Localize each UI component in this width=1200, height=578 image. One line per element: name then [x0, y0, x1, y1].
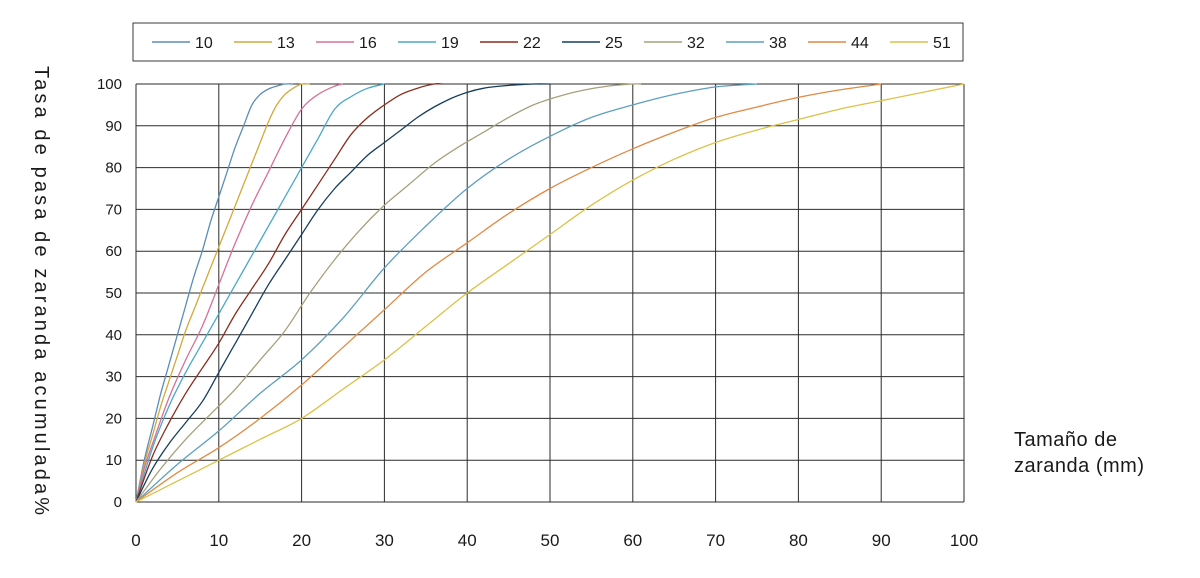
y-tick-label: 50: [105, 285, 122, 302]
x-axis-ticks: 0 10 20 30 40 50 60 70 80 90 100: [131, 531, 978, 550]
y-tick-label: 0: [114, 494, 122, 511]
legend-label-51: 51: [933, 35, 951, 52]
x-tick-label: 0: [131, 531, 140, 550]
legend-label-44: 44: [851, 35, 869, 52]
legend-label-38: 38: [769, 35, 787, 52]
series-line-19: [135, 83, 385, 503]
series-line-38: [135, 83, 758, 503]
legend-label-32: 32: [687, 35, 705, 52]
x-tick-label: 60: [623, 531, 642, 550]
x-tick-label: 30: [375, 531, 394, 550]
y-tick-label: 100: [97, 76, 122, 93]
y-tick-label: 90: [105, 118, 122, 135]
x-tick-label: 20: [292, 531, 311, 550]
x-axis-label-line-1: Tamaño de: [1014, 429, 1117, 451]
series-line-25: [135, 83, 551, 503]
y-tick-label: 30: [105, 369, 122, 386]
legend-label-13: 13: [277, 35, 295, 52]
legend-label-22: 22: [523, 35, 541, 52]
x-axis-label-line-2: zaranda (mm): [1014, 455, 1144, 477]
y-tick-label: 40: [105, 327, 122, 344]
y-tick-label: 60: [105, 243, 122, 260]
series-line-51: [135, 83, 965, 503]
series-line-13: [135, 83, 310, 503]
x-tick-label: 40: [458, 531, 477, 550]
x-tick-label: 90: [872, 531, 891, 550]
y-tick-label: 70: [105, 201, 122, 218]
legend-label-16: 16: [359, 35, 377, 52]
y-axis-label: Tasa de pasa de zaranda acumulada%: [30, 66, 52, 516]
x-tick-label: 100: [950, 531, 978, 550]
plot-grid: [135, 83, 965, 503]
x-tick-label: 50: [541, 531, 560, 550]
x-tick-label: 10: [209, 531, 228, 550]
y-tick-label: 80: [105, 160, 122, 177]
legend: 10 13 16 19 22 25 32 38 44 51: [132, 22, 964, 62]
y-axis-ticks: 0 10 20 30 40 50 60 70 80 90 100: [97, 76, 122, 511]
series-line-44: [135, 83, 882, 503]
series-line-32: [135, 83, 642, 503]
y-tick-label: 20: [105, 410, 122, 427]
series-lines: [135, 83, 965, 503]
y-tick-label: 10: [105, 452, 122, 469]
series-line-16: [135, 83, 344, 503]
legend-label-25: 25: [605, 35, 623, 52]
series-line-22: [135, 83, 443, 503]
x-tick-label: 70: [706, 531, 725, 550]
legend-label-10: 10: [195, 35, 213, 52]
x-tick-label: 80: [789, 531, 808, 550]
series-line-10: [135, 83, 294, 503]
legend-label-19: 19: [441, 35, 459, 52]
